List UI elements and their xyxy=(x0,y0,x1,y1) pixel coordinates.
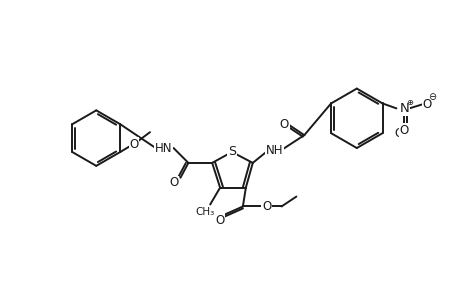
Text: ⊖: ⊖ xyxy=(427,92,435,103)
Text: HN: HN xyxy=(155,142,172,154)
Text: O: O xyxy=(279,118,289,131)
Text: N: N xyxy=(398,102,409,115)
Text: O: O xyxy=(168,176,178,189)
Text: O: O xyxy=(262,200,271,213)
Text: O: O xyxy=(422,98,431,111)
Text: NH: NH xyxy=(265,143,283,157)
Text: O: O xyxy=(215,214,224,227)
Text: O: O xyxy=(399,124,408,137)
Text: O: O xyxy=(129,138,139,151)
Text: CH₃: CH₃ xyxy=(195,207,214,218)
Text: ⊕: ⊕ xyxy=(405,98,412,107)
Text: Cl: Cl xyxy=(393,127,405,140)
Text: S: S xyxy=(228,146,235,158)
